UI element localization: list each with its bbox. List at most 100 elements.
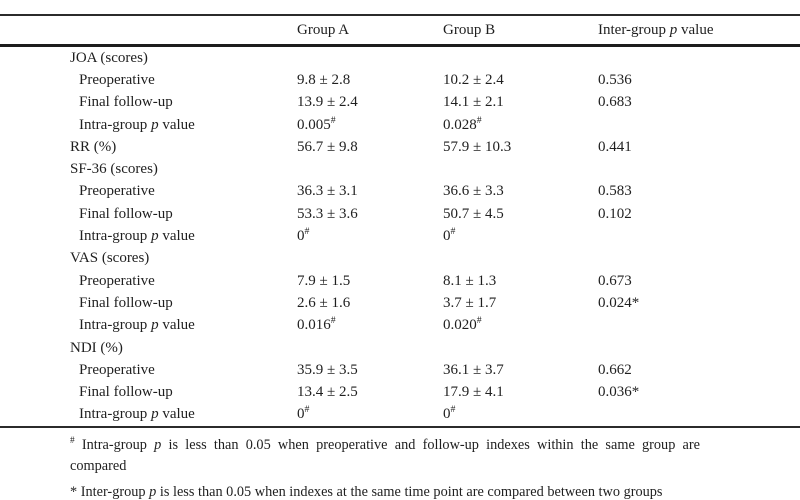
row-label-text: Intra-group — [79, 228, 152, 245]
superscript-hash-marker: # — [304, 226, 310, 238]
table-row: JOA (scores) — [0, 46, 800, 70]
cell-group-b: 0# — [443, 225, 598, 247]
row-label: Final follow-up — [79, 94, 173, 111]
cell-p-value — [598, 315, 800, 337]
cell-group-a: 13.9 ± 2.4 — [297, 92, 443, 114]
cell-value: 9.8 ± 2.8 — [297, 71, 351, 88]
cell-group-b: 17.9 ± 4.1 — [443, 381, 598, 403]
cell-group-b: 50.7 ± 4.5 — [443, 203, 598, 225]
cell-value: 0 — [297, 228, 305, 245]
cell-value: 0 — [443, 406, 451, 423]
cell-value: 13.4 ± 2.5 — [297, 384, 358, 401]
cell-p-value: 0.024* — [598, 292, 800, 314]
cell-value: 3.7 ± 1.7 — [443, 294, 497, 311]
cell-value: 17.9 ± 4.1 — [443, 384, 504, 401]
cell-value: 0.441 — [598, 138, 632, 155]
superscript-hash-marker: # — [450, 226, 456, 238]
cell-p-value: 0.683 — [598, 92, 800, 114]
table-row: SF-36 (scores) — [0, 158, 800, 180]
cell-value: 0.673 — [598, 272, 632, 289]
cell-group-b: 3.7 ± 1.7 — [443, 292, 598, 314]
superscript-hash-marker: # — [330, 114, 336, 126]
table-row: Final follow-up 13.9 ± 2.4 14.1 ± 2.1 0.683 — [0, 92, 800, 114]
row-label: Preoperative — [79, 71, 155, 88]
row-label-text: Intra-group — [79, 317, 152, 334]
cell-group-a: 0.016# — [297, 315, 443, 337]
table-row: Intra-group p value 0# 0# — [0, 225, 800, 247]
row-label: NDI (%) — [70, 339, 123, 356]
row-label: Intra-group p value — [0, 315, 297, 337]
table-row: Preoperative 9.8 ± 2.8 10.2 ± 2.4 0.536 — [0, 69, 800, 91]
cell-value: 50.7 ± 4.5 — [443, 205, 504, 222]
cell-group-b: 14.1 ± 2.1 — [443, 92, 598, 114]
footnotes: # Intra-group p is less than 0.05 when p… — [70, 435, 700, 500]
row-label: Final follow-up — [79, 384, 173, 401]
cell-value: 57.9 ± 10.3 — [443, 138, 512, 155]
cell-p-value — [598, 403, 800, 429]
cell-value: 0.024* — [598, 294, 640, 311]
cell-value: 0.662 — [598, 361, 632, 378]
cell-value: 0.028 — [443, 116, 477, 133]
cell-group-b: 36.6 ± 3.3 — [443, 181, 598, 203]
row-label: Preoperative — [79, 361, 155, 378]
col-header-group-b: Group B — [443, 15, 598, 47]
cell-value: 0.583 — [598, 183, 632, 200]
table-row: Intra-group p value 0.005# 0.028# — [0, 114, 800, 136]
cell-group-a: 7.9 ± 1.5 — [297, 270, 443, 292]
cell-group-a: 13.4 ± 2.5 — [297, 381, 443, 403]
cell-p-value: 0.036* — [598, 381, 800, 403]
cell-p-value — [598, 248, 800, 270]
row-label: JOA (scores) — [70, 49, 148, 66]
row-label-text: value — [158, 317, 195, 334]
cell-value: 36.3 ± 3.1 — [297, 183, 358, 200]
table-row: Final follow-up 2.6 ± 1.6 3.7 ± 1.7 0.024* — [0, 292, 800, 314]
table-row: VAS (scores) — [0, 248, 800, 270]
row-label: Intra-group p value — [0, 225, 297, 247]
cell-value: 36.6 ± 3.3 — [443, 183, 504, 200]
cell-group-b: 8.1 ± 1.3 — [443, 270, 598, 292]
row-label: Preoperative — [79, 183, 155, 200]
cell-group-b — [443, 337, 598, 359]
table-row: Intra-group p value 0.016# 0.020# — [0, 315, 800, 337]
row-label-text: value — [158, 406, 195, 423]
footnote-text: is less than 0.05 when preoperative and … — [70, 437, 700, 474]
table-row: Intra-group p value 0# 0# — [0, 403, 800, 429]
row-label: Intra-group p value — [0, 403, 297, 429]
cell-group-a: 36.3 ± 3.1 — [297, 181, 443, 203]
hash-marker: # — [70, 436, 75, 447]
cell-value: 0 — [443, 228, 451, 245]
cell-group-b: 0.020# — [443, 315, 598, 337]
cell-group-b — [443, 46, 598, 70]
cell-group-a: 35.9 ± 3.5 — [297, 359, 443, 381]
cell-p-value — [598, 158, 800, 180]
cell-group-a — [297, 158, 443, 180]
superscript-hash-marker: # — [450, 404, 456, 416]
cell-group-b — [443, 248, 598, 270]
table-header: Group A Group B Inter-group p value — [0, 15, 800, 47]
cell-group-a: 0# — [297, 403, 443, 429]
cell-p-value: 0.583 — [598, 181, 800, 203]
cell-p-value — [598, 46, 800, 70]
cell-group-a: 53.3 ± 3.6 — [297, 203, 443, 225]
superscript-hash-marker: # — [476, 315, 482, 327]
cell-value: 14.1 ± 2.1 — [443, 94, 504, 111]
footnote-text: is less than 0.05 when indexes at the sa… — [156, 484, 663, 500]
footnote-p-italic: p — [154, 437, 162, 454]
row-label-text: value — [158, 228, 195, 245]
header-p-pre: Inter-group — [598, 21, 670, 38]
cell-group-a — [297, 248, 443, 270]
header-row: Group A Group B Inter-group p value — [0, 15, 800, 47]
cell-group-b: 0# — [443, 403, 598, 429]
cell-group-a: 0# — [297, 225, 443, 247]
outcomes-table: Group A Group B Inter-group p value JOA … — [0, 14, 800, 429]
asterisk-marker: * — [70, 484, 78, 500]
row-label: Final follow-up — [79, 294, 173, 311]
cell-group-a — [297, 337, 443, 359]
row-label-p-italic: p — [151, 317, 159, 334]
table-row: Final follow-up 53.3 ± 3.6 50.7 ± 4.5 0.102 — [0, 203, 800, 225]
cell-group-b: 0.028# — [443, 114, 598, 136]
cell-value: 0.016 — [297, 317, 331, 334]
cell-p-value: 0.673 — [598, 270, 800, 292]
row-label: RR (%) — [70, 138, 117, 155]
